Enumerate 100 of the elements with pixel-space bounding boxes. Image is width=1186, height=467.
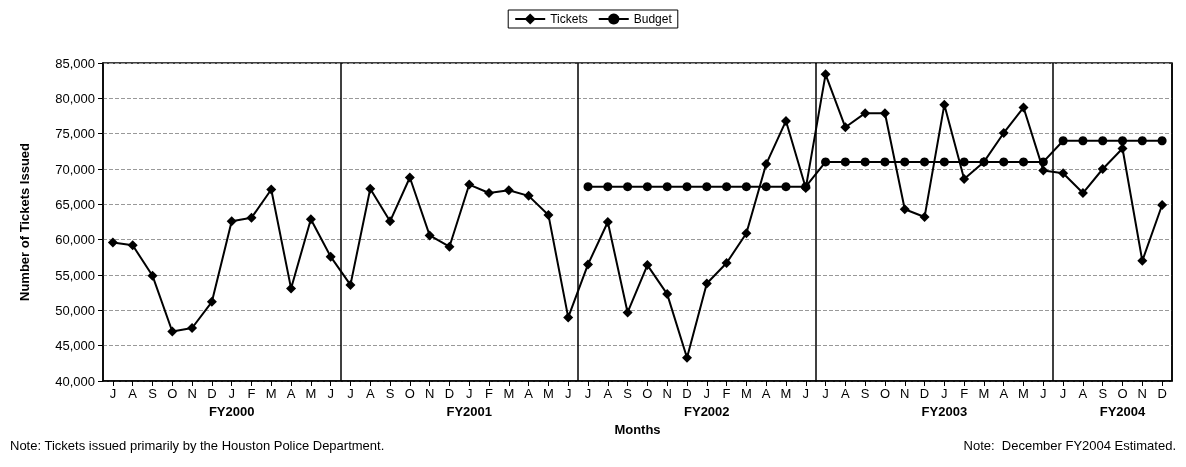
point	[246, 212, 257, 223]
x-tick-label: F	[960, 386, 969, 401]
x-tick-label: J	[1040, 386, 1047, 401]
point	[464, 179, 475, 190]
point	[920, 157, 930, 167]
point	[444, 241, 455, 252]
x-tick-label: A	[841, 386, 851, 401]
x-tick-label: M	[542, 386, 554, 401]
point	[741, 182, 751, 192]
legend-label: Tickets	[550, 12, 588, 26]
x-tick-label: M	[1018, 386, 1029, 401]
point	[880, 157, 890, 167]
y-tick-label: 70,000	[55, 161, 95, 177]
x-axis-title: Months	[614, 422, 661, 437]
x-tick-label: A	[603, 386, 613, 401]
point	[662, 289, 673, 300]
text: FY2003	[921, 404, 968, 419]
x-tick-label: J	[465, 386, 473, 401]
point	[1157, 136, 1167, 146]
point	[860, 157, 870, 167]
x-tick-label: N	[1137, 386, 1147, 401]
x-tick-label: J	[564, 386, 572, 401]
point	[1019, 157, 1029, 167]
point	[325, 251, 336, 262]
x-tick-label: M	[503, 386, 515, 401]
x-tick-label: O	[1117, 386, 1128, 401]
point	[523, 190, 534, 201]
point	[919, 212, 930, 223]
x-tick-label: D	[682, 386, 692, 401]
point	[424, 230, 435, 241]
point	[781, 182, 791, 192]
point	[1077, 188, 1088, 199]
point	[286, 283, 297, 294]
point	[998, 127, 1009, 138]
x-tick-label: J	[228, 386, 235, 401]
point	[345, 279, 356, 290]
point	[1078, 136, 1088, 146]
y-tick-label: 85,000	[55, 55, 95, 71]
point	[682, 182, 692, 192]
x-tick-label: J	[802, 386, 810, 401]
x-tick-label: D	[444, 386, 455, 401]
x-tick-label: N	[424, 386, 435, 401]
y-tick-label: 50,000	[55, 302, 95, 318]
x-tick-label: M	[740, 386, 752, 401]
point	[603, 182, 613, 192]
x-tick-label: O	[642, 386, 653, 401]
x-tick-label: F	[485, 386, 494, 401]
x-tick-label: M	[265, 386, 277, 401]
x-tick-label: A	[999, 386, 1009, 401]
x-tick-label: A	[286, 386, 296, 401]
x-tick-label: J	[109, 386, 117, 401]
point	[385, 216, 396, 227]
x-tick-label: D	[207, 386, 217, 401]
point	[147, 270, 158, 281]
point	[642, 260, 653, 271]
point	[780, 115, 791, 126]
point	[543, 209, 554, 220]
point	[187, 323, 198, 333]
point	[722, 182, 732, 192]
point	[820, 69, 831, 80]
x-tick-label: J	[941, 386, 948, 401]
point	[821, 157, 831, 167]
point	[840, 157, 850, 167]
x-tick-label: M	[305, 386, 317, 401]
point	[721, 257, 732, 268]
point	[1018, 102, 1029, 113]
x-tick-label: S	[623, 386, 633, 401]
point	[602, 217, 613, 227]
point	[879, 108, 890, 119]
x-tick-label: J	[327, 386, 334, 401]
point	[1097, 164, 1108, 174]
y-axis-title: Number of Tickets Issued	[17, 142, 32, 301]
point	[167, 326, 178, 337]
point	[365, 183, 376, 194]
y-tick-label: 80,000	[55, 90, 95, 106]
x-tick-label: N	[662, 386, 672, 401]
point	[642, 182, 652, 192]
x-tick-label: F	[247, 386, 256, 401]
x-tick-label: F	[722, 386, 731, 401]
text: FY2002	[684, 404, 730, 419]
text: FY2000	[208, 404, 255, 419]
point	[860, 108, 871, 119]
point	[1137, 136, 1147, 146]
y-tick-label: 75,000	[55, 126, 95, 142]
point	[840, 122, 851, 133]
text: FY2001	[446, 404, 492, 419]
point	[226, 216, 237, 227]
legend-label: Budget	[633, 12, 673, 26]
x-tick-label: N	[187, 386, 197, 401]
point	[1058, 136, 1068, 146]
y-tick-label: 45,000	[55, 338, 95, 354]
x-tick-label: A	[761, 386, 771, 401]
point	[979, 157, 989, 167]
point	[266, 184, 277, 195]
x-tick-label: D	[919, 386, 930, 401]
point	[939, 99, 950, 110]
point	[1118, 136, 1128, 146]
x-tick-label: N	[900, 386, 910, 401]
point	[702, 182, 712, 192]
x-tick-label: O	[879, 386, 891, 401]
